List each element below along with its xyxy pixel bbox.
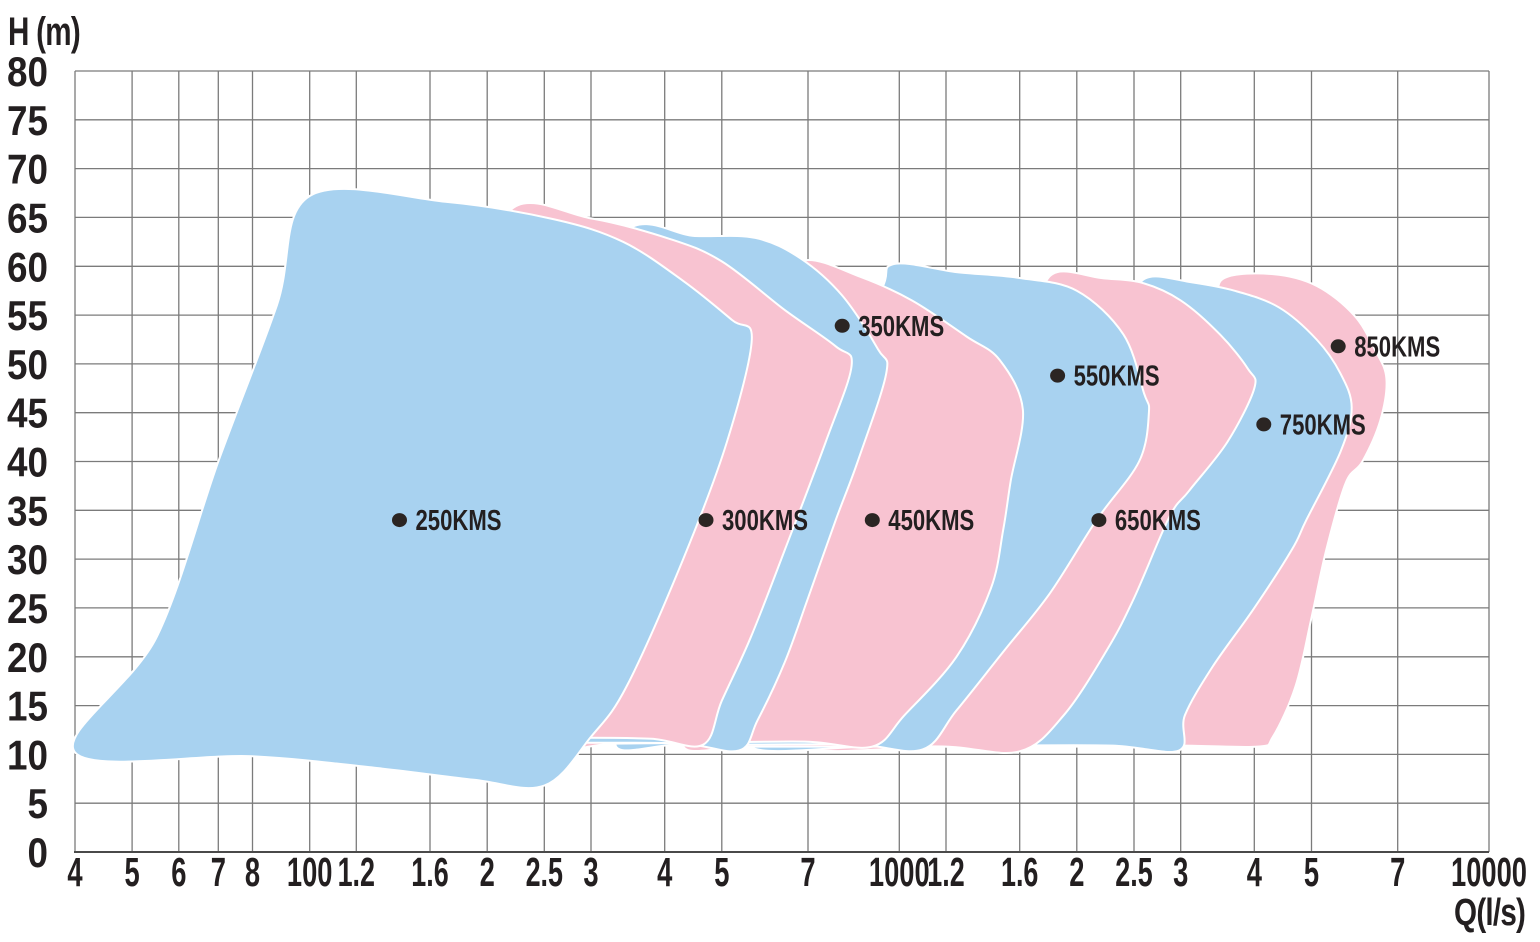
x-tick-label: 3 xyxy=(1173,849,1188,895)
model-dot-300kms xyxy=(698,513,714,528)
model-label-650kms: 650KMS xyxy=(1115,505,1201,537)
pump-regions xyxy=(71,187,1388,790)
y-tick-label: 45 xyxy=(7,390,48,437)
y-tick-label: 10 xyxy=(7,731,48,778)
region-250kms xyxy=(71,187,753,790)
model-dot-650kms xyxy=(1091,513,1107,528)
x-tick-label: 1.2 xyxy=(338,849,375,895)
x-tick-label: 4 xyxy=(657,849,672,895)
x-tick-label: 7 xyxy=(1390,849,1405,895)
x-tick-label: 10000 xyxy=(1451,849,1527,895)
x-axis-title: Q(l/s) xyxy=(1453,892,1526,934)
y-tick-label: 35 xyxy=(7,487,48,534)
x-tick-label: 3 xyxy=(583,849,598,895)
model-label-350kms: 350KMS xyxy=(858,311,944,343)
y-tick-label: 40 xyxy=(7,439,48,486)
y-tick-label: 75 xyxy=(7,97,48,144)
y-tick-label: 20 xyxy=(7,634,48,681)
x-tick-label: 2.5 xyxy=(526,849,563,895)
model-label-300kms: 300KMS xyxy=(722,505,808,537)
x-tick-label: 1.6 xyxy=(1001,849,1038,895)
model-dot-450kms xyxy=(864,513,880,528)
model-dot-250kms xyxy=(392,513,407,528)
model-dot-350kms xyxy=(834,318,850,333)
y-tick-label: 70 xyxy=(7,146,48,193)
model-labels: 250KMS 300KMS 350KMS 450KMS 550KMS 650KMS 750K… xyxy=(392,311,1440,537)
x-tick-label: 7 xyxy=(800,849,815,895)
model-label-550kms: 550KMS xyxy=(1074,361,1160,393)
model-label-450kms: 450KMS xyxy=(888,505,974,537)
model-label-850kms: 850KMS xyxy=(1354,331,1440,363)
y-tick-label: 15 xyxy=(7,683,48,730)
y-tick-label: 30 xyxy=(7,536,48,583)
y-tick-label: 25 xyxy=(7,585,48,632)
y-tick-label: 55 xyxy=(7,292,48,339)
model-label-750kms: 750KMS xyxy=(1280,409,1366,441)
y-tick-label: 60 xyxy=(7,243,48,290)
x-tick-label: 4 xyxy=(67,849,82,895)
y-tick-label: 0 xyxy=(28,829,49,876)
x-tick-label: 1.6 xyxy=(411,849,448,895)
model-dot-750kms xyxy=(1256,417,1272,432)
y-tick-label: 80 xyxy=(7,48,48,95)
y-tick-label: 5 xyxy=(28,780,49,827)
x-tick-label: 4 xyxy=(1247,849,1262,895)
model-dot-850kms xyxy=(1330,339,1346,354)
x-tick-label: 5 xyxy=(714,849,729,895)
y-tick-label: 65 xyxy=(7,194,48,241)
x-tick-label: 2 xyxy=(1069,849,1084,895)
x-tick-label: 6 xyxy=(171,849,186,895)
x-tick-label: 8 xyxy=(245,849,260,895)
x-tick-label: 2 xyxy=(480,849,495,895)
x-tick-label: 100 xyxy=(287,849,333,895)
x-tick-label: 1000 xyxy=(869,849,930,895)
y-axis-title: H (m) xyxy=(8,10,81,54)
model-dot-550kms xyxy=(1050,368,1066,383)
model-label-250kms: 250KMS xyxy=(416,505,502,537)
x-tick-label: 2.5 xyxy=(1115,849,1152,895)
x-tick-label: 7 xyxy=(211,849,226,895)
x-tick-label: 5 xyxy=(1304,849,1319,895)
x-tick-label: 5 xyxy=(125,849,140,895)
x-tick-label: 1.2 xyxy=(927,849,964,895)
y-tick-label: 50 xyxy=(7,341,48,388)
